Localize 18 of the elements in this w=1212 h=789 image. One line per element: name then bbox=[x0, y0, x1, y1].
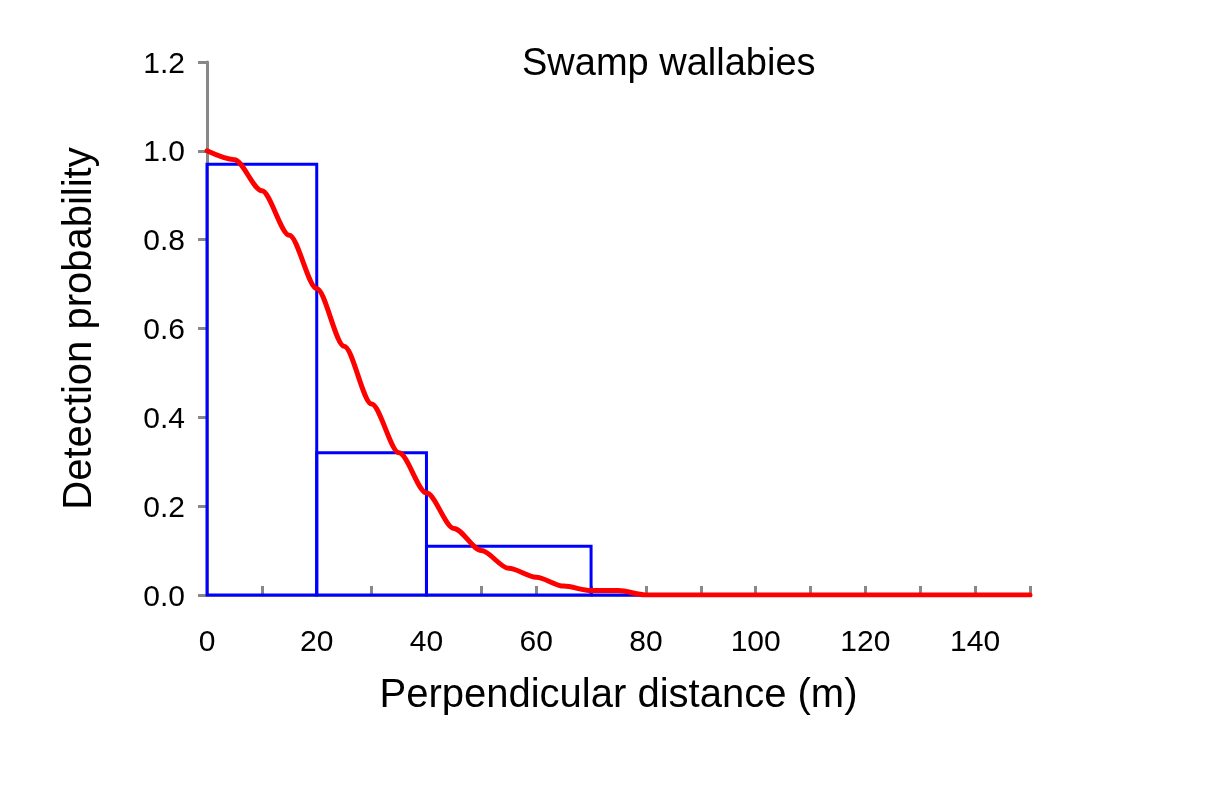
y-axis-title: Detection probability bbox=[55, 147, 99, 510]
y-tick-label: 0.0 bbox=[143, 578, 185, 612]
chart-title: Swamp wallabies bbox=[522, 41, 816, 83]
x-tick-label: 60 bbox=[519, 623, 553, 657]
x-tick-label: 80 bbox=[629, 623, 663, 657]
x-tick-label: 100 bbox=[730, 623, 781, 657]
y-tick-label: 1.2 bbox=[143, 45, 185, 79]
y-tick-label: 1.0 bbox=[143, 134, 185, 168]
x-tick-label: 120 bbox=[840, 623, 891, 657]
x-tick-label: 20 bbox=[300, 623, 334, 657]
x-tick-label: 40 bbox=[409, 623, 444, 657]
x-axis-title: Perpendicular distance (m) bbox=[379, 671, 858, 715]
x-tick-label: 0 bbox=[198, 623, 216, 657]
y-tick-label: 0.6 bbox=[143, 312, 185, 345]
y-tick-label: 0.2 bbox=[143, 489, 185, 523]
x-tick-label: 140 bbox=[950, 623, 1001, 657]
y-tick-label: 0.4 bbox=[143, 400, 185, 434]
y-tick-label: 0.8 bbox=[143, 223, 185, 257]
